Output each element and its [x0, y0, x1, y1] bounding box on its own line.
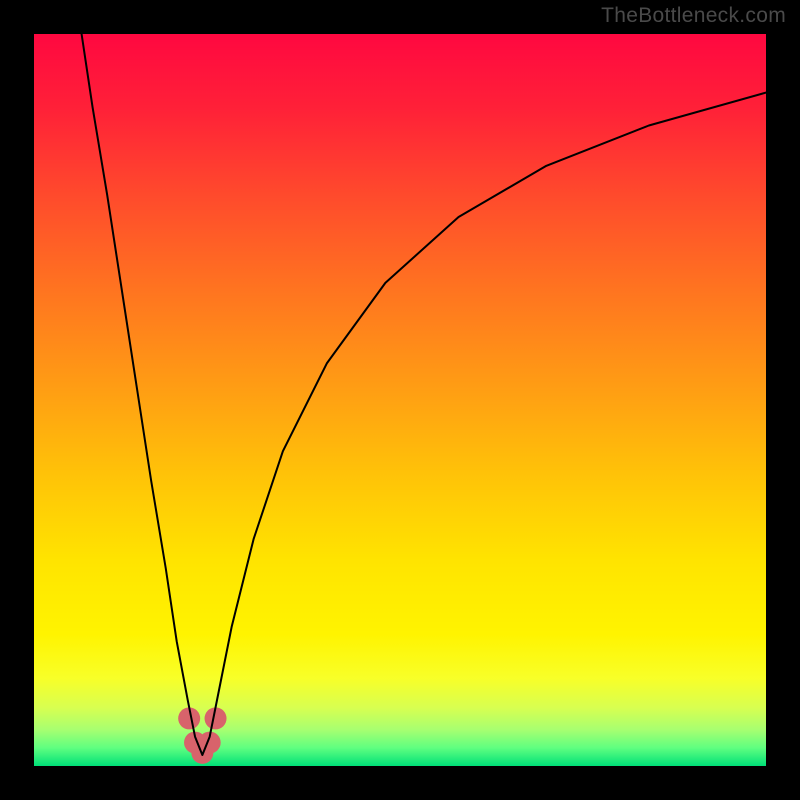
chart-plot-area: [34, 34, 766, 766]
watermark-text: TheBottleneck.com: [601, 4, 786, 28]
chart-svg: [34, 34, 766, 766]
gradient-background: [34, 34, 766, 766]
